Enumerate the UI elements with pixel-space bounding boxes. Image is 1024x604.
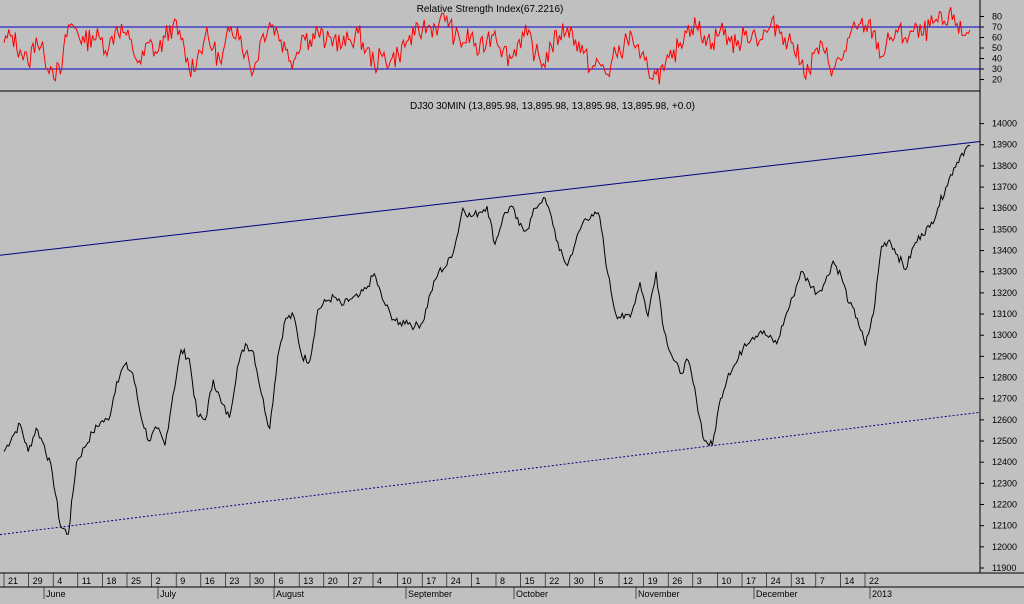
x-day-tick-label: 1	[475, 576, 480, 586]
x-day-tick-label: 29	[33, 576, 43, 586]
x-day-tick-label: 6	[279, 576, 284, 586]
x-day-tick-label: 8	[500, 576, 505, 586]
price-tick-label: 13400	[992, 246, 1017, 256]
price-tick-label: 12300	[992, 478, 1017, 488]
x-month-label: June	[46, 589, 66, 599]
price-tick-label: 12100	[992, 521, 1017, 531]
rsi-panel: Relative Strength Index(67.2216) 8070605…	[0, 4, 1002, 92]
price-tick-label: 11900	[992, 563, 1016, 573]
x-day-tick-label: 24	[451, 576, 461, 586]
x-day-tick-label: 17	[746, 576, 756, 586]
x-axis: 21 29 4 11 18 25 2 9 16 23 30 6 13 20 27 4 10 17 24 1 8 15 22 3…	[0, 572, 1024, 599]
price-tick-label: 12400	[992, 457, 1017, 467]
x-day-tick-label: 20	[328, 576, 338, 586]
x-month-label: October	[516, 589, 548, 599]
price-panel: DJ30 30MIN (13,895.98, 13,895.98, 13,895…	[0, 101, 1017, 573]
x-day-tick-label: 16	[205, 576, 215, 586]
price-tick-label: 12700	[992, 394, 1017, 404]
x-day-tick-label: 7	[820, 576, 825, 586]
x-day-tick-label: 30	[574, 576, 584, 586]
x-day-tick-label: 27	[352, 576, 362, 586]
x-month-label: July	[160, 589, 177, 599]
rsi-tick-label: 80	[992, 12, 1002, 22]
price-title: DJ30 30MIN (13,895.98, 13,895.98, 13,895…	[410, 101, 695, 112]
price-tick-label: 13900	[992, 140, 1017, 150]
x-day-tick-label: 30	[254, 576, 264, 586]
price-tick-label: 12600	[992, 415, 1017, 425]
upper-trendline	[0, 140, 981, 256]
price-tick-label: 12900	[992, 351, 1017, 361]
rsi-tick-label: 30	[992, 64, 1002, 74]
x-day-tick-label: 15	[525, 576, 535, 586]
price-tick-label: 12800	[992, 373, 1017, 383]
x-day-tick-label: 10	[402, 576, 412, 586]
x-day-tick-label: 24	[771, 576, 781, 586]
x-month-label: August	[276, 589, 305, 599]
x-day-tick-label: 4	[377, 576, 382, 586]
x-day-tick-label: 3	[697, 576, 702, 586]
x-day-tick-label: 14	[844, 576, 854, 586]
x-day-tick-label: 22	[549, 576, 559, 586]
x-month-label: September	[408, 589, 452, 599]
x-month-label: 2013	[872, 589, 892, 599]
x-day-tick-label: 18	[106, 576, 116, 586]
price-tick-label: 12000	[992, 542, 1017, 552]
rsi-tick-label: 40	[992, 54, 1002, 64]
x-month-label: November	[638, 589, 680, 599]
price-tick-label: 13500	[992, 224, 1017, 234]
rsi-tick-label: 70	[992, 22, 1002, 32]
price-tick-label: 13300	[992, 267, 1017, 277]
x-day-tick-label: 19	[648, 576, 658, 586]
price-tick-label: 13000	[992, 330, 1017, 340]
price-tick-label: 13700	[992, 182, 1017, 192]
price-tick-label: 13200	[992, 288, 1017, 298]
x-day-ticks: 21 29 4 11 18 25 2 9 16 23 30 6 13 20 27 4 10 17 24 1 8 15 22 3…	[3, 573, 879, 587]
x-day-tick-label: 9	[180, 576, 185, 586]
price-tick-label: 14000	[992, 119, 1017, 129]
price-series-line	[3, 144, 971, 535]
x-day-tick-label: 12	[623, 576, 633, 586]
rsi-tick-label: 20	[992, 75, 1002, 85]
lower-trendline	[0, 411, 981, 536]
x-day-tick-label: 21	[8, 576, 18, 586]
x-month-ticks: June July August September October November De…	[43, 587, 892, 599]
rsi-title: Relative Strength Index(67.2216)	[417, 4, 564, 15]
x-day-tick-label: 17	[426, 576, 436, 586]
x-day-tick-label: 25	[131, 576, 141, 586]
price-tick-label: 13100	[992, 309, 1017, 319]
rsi-tick-label: 50	[992, 43, 1002, 53]
x-day-tick-label: 23	[229, 576, 239, 586]
x-day-tick-label: 31	[795, 576, 805, 586]
price-tick-label: 13800	[992, 161, 1017, 171]
price-tick-label: 12200	[992, 500, 1017, 510]
x-day-tick-label: 11	[82, 576, 91, 586]
x-day-tick-label: 2	[156, 576, 161, 586]
price-tick-label: 13600	[992, 203, 1017, 213]
x-day-tick-label: 5	[598, 576, 603, 586]
x-day-tick-label: 13	[303, 576, 313, 586]
x-day-tick-label: 22	[869, 576, 879, 586]
x-day-tick-label: 4	[57, 576, 62, 586]
price-tick-label: 12500	[992, 436, 1017, 446]
rsi-tick-label: 60	[992, 33, 1002, 43]
rsi-series-line	[3, 7, 971, 85]
x-month-label: December	[756, 589, 798, 599]
x-day-tick-label: 26	[672, 576, 682, 586]
price-axis-ticks: 14000 13900 13800 13700 13600 13500 13400 13300…	[980, 119, 1017, 573]
x-day-tick-label: 10	[721, 576, 731, 586]
